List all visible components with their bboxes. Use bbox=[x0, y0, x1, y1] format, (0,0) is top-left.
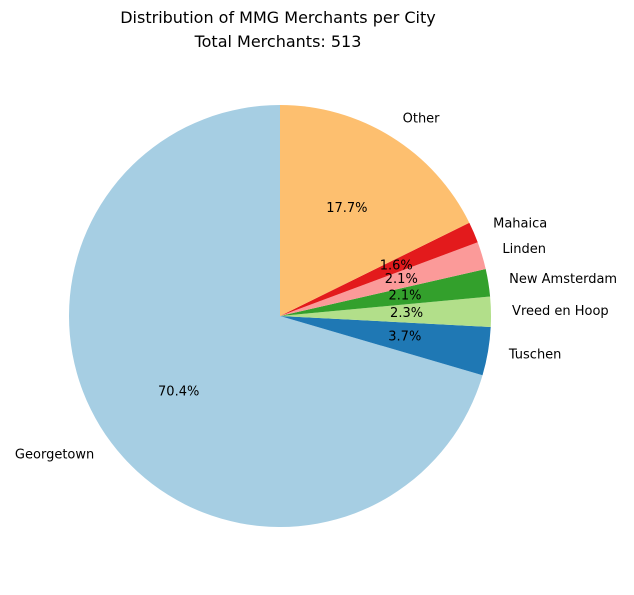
pie-slice-tuschen bbox=[280, 316, 491, 376]
category-labels: Georgetown Tuschen Vreed en Hoop New Amster… bbox=[15, 111, 617, 462]
percent-label-tuschen: 3.7% bbox=[388, 330, 421, 345]
pie-slices bbox=[69, 105, 491, 528]
category-label-new-amsterdam: New Amsterdam bbox=[509, 272, 617, 287]
percent-label-other: 17.7% bbox=[326, 201, 367, 216]
category-label-other: Other bbox=[403, 111, 441, 126]
percent-label-linden: 2.1% bbox=[385, 272, 418, 287]
pie-slice-vreed-en-hoop bbox=[280, 296, 491, 327]
category-label-linden: Linden bbox=[502, 242, 546, 257]
pie-slice-new-amsterdam bbox=[280, 268, 491, 316]
chart-title: Distribution of MMG Merchants per City bbox=[120, 8, 436, 27]
percent-label-georgetown: 70.4% bbox=[158, 384, 199, 399]
percent-labels: 70.4%3.7%2.3%2.1%2.1%1.6%17.7% bbox=[158, 201, 423, 399]
pie-slice-mahaica bbox=[280, 222, 478, 316]
category-label-vreed-en-hoop: Vreed en Hoop bbox=[512, 304, 609, 319]
category-label-mahaica: Mahaica bbox=[493, 217, 547, 232]
pie-slice-other bbox=[280, 105, 470, 316]
percent-label-new-amsterdam: 2.1% bbox=[388, 288, 421, 303]
pie-slice-georgetown bbox=[69, 105, 483, 528]
category-label-tuschen: Tuschen bbox=[508, 347, 562, 362]
percent-label-mahaica: 1.6% bbox=[380, 258, 413, 273]
category-label-georgetown: Georgetown bbox=[15, 448, 94, 463]
percent-label-vreed-en-hoop: 2.3% bbox=[390, 306, 423, 321]
pie-slice-linden bbox=[280, 242, 486, 316]
chart-subtitle: Total Merchants: 513 bbox=[194, 32, 362, 51]
